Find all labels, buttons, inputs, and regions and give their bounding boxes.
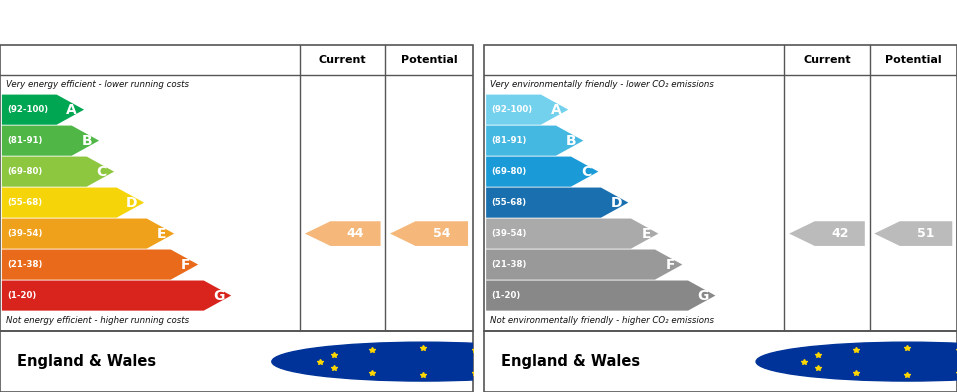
Text: Energy Efficiency Rating: Energy Efficiency Rating [11, 15, 214, 30]
Text: 54: 54 [433, 227, 451, 240]
Text: B: B [81, 134, 92, 148]
Text: Potential: Potential [885, 55, 942, 65]
Polygon shape [2, 125, 100, 156]
Text: (1-20): (1-20) [7, 291, 36, 300]
Text: Current: Current [319, 55, 367, 65]
Polygon shape [486, 156, 598, 187]
Text: G: G [698, 289, 709, 303]
Text: Very environmentally friendly - lower CO₂ emissions: Very environmentally friendly - lower CO… [490, 80, 714, 89]
Polygon shape [875, 221, 952, 246]
Circle shape [272, 342, 574, 381]
Text: (55-68): (55-68) [491, 198, 526, 207]
Polygon shape [2, 187, 145, 218]
Text: G: G [213, 289, 225, 303]
Text: (21-38): (21-38) [7, 260, 42, 269]
Text: Not environmentally friendly - higher CO₂ emissions: Not environmentally friendly - higher CO… [490, 316, 714, 325]
Text: Current: Current [803, 55, 851, 65]
Text: F: F [181, 258, 190, 272]
Polygon shape [2, 94, 84, 125]
Polygon shape [790, 221, 865, 246]
Text: (81-91): (81-91) [7, 136, 42, 145]
Polygon shape [486, 281, 716, 310]
Text: 44: 44 [346, 227, 365, 240]
Text: EU Directive
2002/91/EC: EU Directive 2002/91/EC [299, 350, 363, 374]
Text: (39-54): (39-54) [491, 229, 526, 238]
Polygon shape [390, 221, 468, 246]
Text: Environmental (CO₂) Impact Rating: Environmental (CO₂) Impact Rating [496, 15, 786, 30]
Text: Very energy efficient - lower running costs: Very energy efficient - lower running co… [6, 80, 189, 89]
Text: (55-68): (55-68) [7, 198, 42, 207]
Text: (92-100): (92-100) [491, 105, 532, 114]
Polygon shape [486, 94, 568, 125]
Polygon shape [305, 221, 381, 246]
Polygon shape [486, 187, 629, 218]
Text: B: B [566, 134, 576, 148]
Text: A: A [66, 103, 78, 117]
Text: Potential: Potential [401, 55, 457, 65]
Text: D: D [126, 196, 138, 210]
Text: (1-20): (1-20) [491, 291, 521, 300]
Polygon shape [2, 250, 198, 279]
Text: (92-100): (92-100) [7, 105, 48, 114]
Polygon shape [486, 125, 584, 156]
Text: EU Directive
2002/91/EC: EU Directive 2002/91/EC [783, 350, 847, 374]
Text: F: F [665, 258, 675, 272]
Polygon shape [486, 250, 682, 279]
Text: 51: 51 [917, 227, 935, 240]
Text: (39-54): (39-54) [7, 229, 42, 238]
Text: E: E [641, 227, 651, 241]
Text: E: E [157, 227, 167, 241]
Text: (21-38): (21-38) [491, 260, 526, 269]
Text: England & Wales: England & Wales [16, 354, 156, 369]
Polygon shape [2, 218, 174, 249]
Text: England & Wales: England & Wales [501, 354, 640, 369]
Text: D: D [611, 196, 622, 210]
Polygon shape [486, 218, 658, 249]
Text: (69-80): (69-80) [7, 167, 42, 176]
Text: C: C [581, 165, 591, 179]
Circle shape [756, 342, 957, 381]
Text: C: C [97, 165, 107, 179]
Text: (81-91): (81-91) [491, 136, 526, 145]
Text: 42: 42 [831, 227, 849, 240]
Polygon shape [2, 156, 114, 187]
Text: (69-80): (69-80) [491, 167, 526, 176]
Text: A: A [550, 103, 562, 117]
Polygon shape [2, 281, 232, 310]
Text: Not energy efficient - higher running costs: Not energy efficient - higher running co… [6, 316, 189, 325]
